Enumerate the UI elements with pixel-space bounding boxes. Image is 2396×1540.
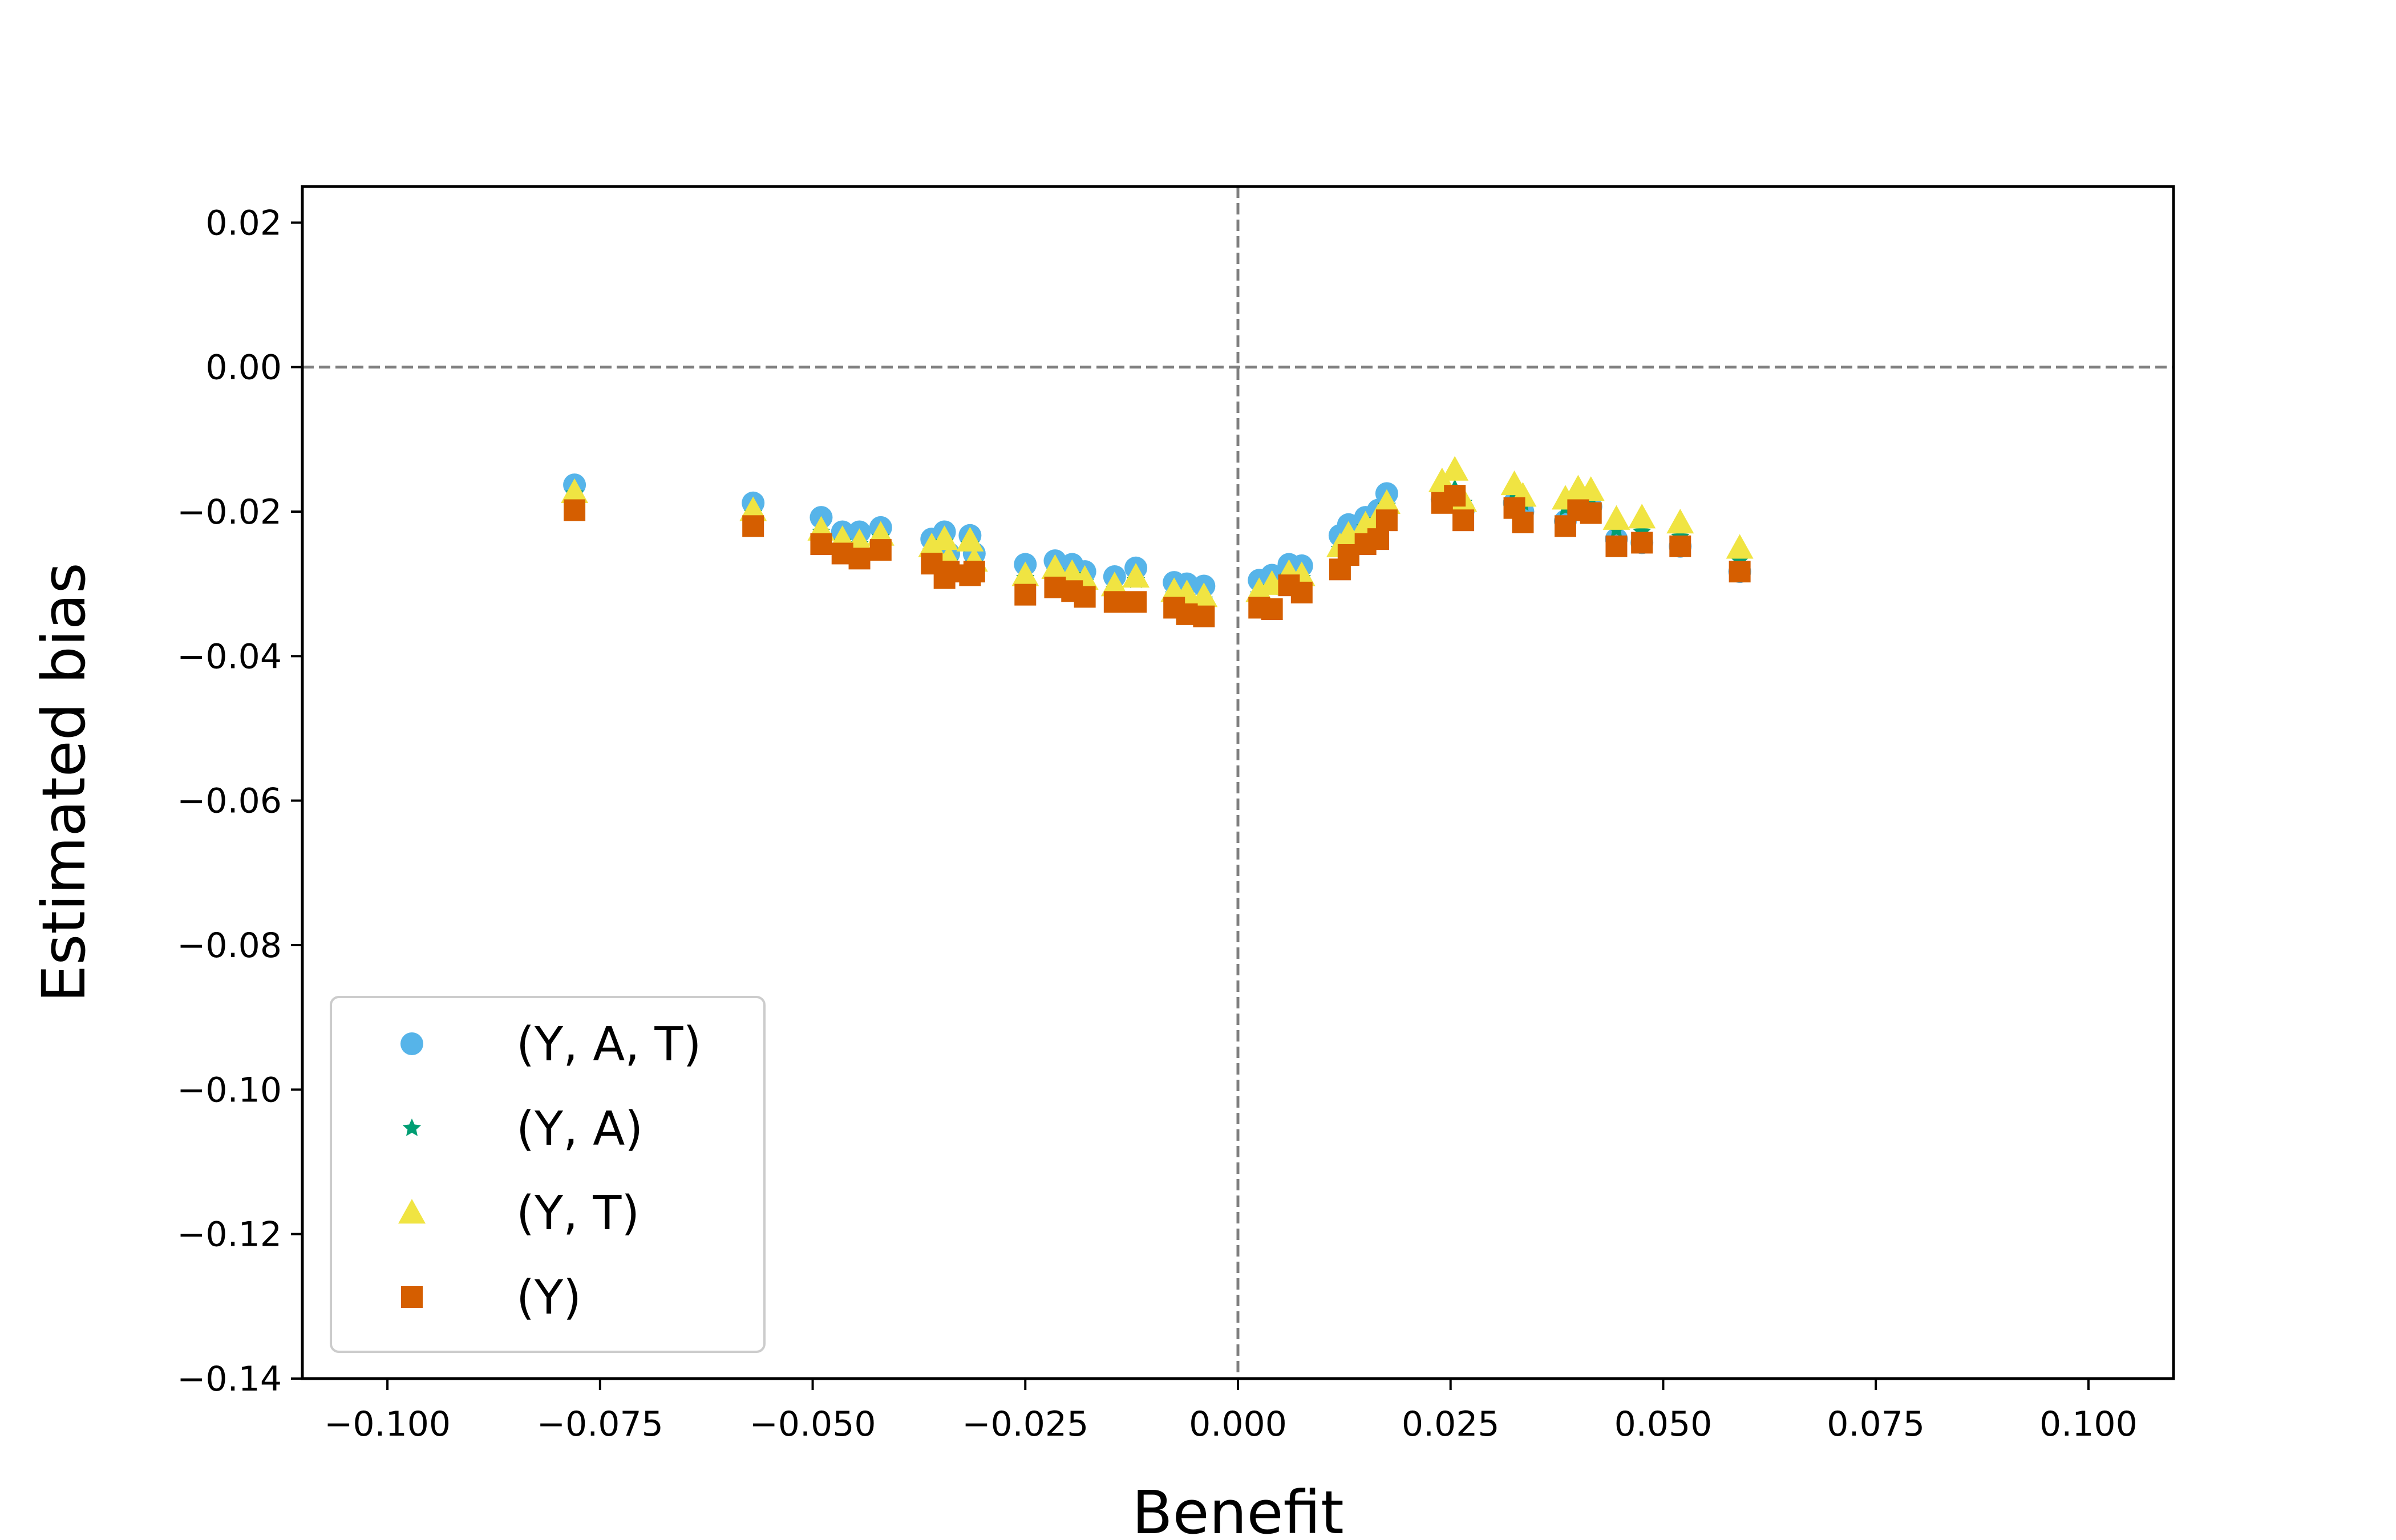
data-point [1602,505,1630,530]
x-tick-label: 0.050 [1614,1404,1713,1444]
data-point [1729,561,1751,583]
data-point [1631,532,1653,554]
x-axis: −0.100 −0.075 −0.050 −0.025 0.000 0.025 0.050 0… [324,1379,2138,1444]
data-point [963,561,985,583]
data-point [1666,509,1694,534]
y-tick-label: −0.10 [177,1070,282,1110]
x-tick-label: −0.050 [750,1404,876,1444]
legend-marker-triangle [398,1199,426,1224]
data-point [930,525,958,550]
data-point [918,532,946,557]
legend-label: (Y, A) [516,1102,643,1156]
x-tick-label: −0.100 [324,1404,451,1444]
data-point [869,539,892,561]
series-square [564,485,1751,627]
x-tick-label: 0.100 [2039,1404,2138,1444]
data-point [1193,605,1215,627]
y-tick-label: −0.14 [177,1359,282,1399]
data-point [1190,582,1218,607]
data-point [848,548,871,570]
legend-marker-circle [400,1032,423,1055]
data-point [1512,512,1534,533]
y-tick-label: 0.00 [205,348,282,388]
data-point [739,496,767,521]
data-point [1452,509,1475,532]
data-point [1261,598,1283,620]
data-point [1444,485,1466,507]
data-point [1245,577,1273,602]
data-point [938,561,960,583]
y-axis: 0.02 0.00 −0.02 −0.04 −0.06 −0.08 −0.10 −0.12 −0… [177,203,302,1399]
data-point [1122,563,1150,588]
data-point [1290,581,1313,603]
data-point [1103,591,1126,613]
data-point [1041,554,1069,579]
y-tick-label: −0.06 [177,781,282,821]
y-tick-label: −0.12 [177,1215,282,1255]
data-point [1580,502,1602,524]
legend-label: (Y, A, T) [516,1018,702,1072]
data-point [1074,586,1096,608]
data-point [810,533,832,555]
y-tick-label: 0.02 [205,203,282,243]
data-point [1605,535,1628,557]
data-points [561,456,1754,627]
x-tick-label: 0.025 [1402,1404,1500,1444]
data-point [1375,509,1398,532]
x-tick-label: −0.025 [962,1404,1088,1444]
x-tick-label: −0.075 [537,1404,663,1444]
x-tick-label: 0.000 [1189,1404,1287,1444]
x-tick-label: 0.075 [1827,1404,1925,1444]
y-axis-title: Estimated bias [29,562,99,1002]
data-point [1373,489,1401,514]
legend: (Y, A, T) (Y, A) (Y, T) (Y) [330,996,766,1353]
data-point [1628,504,1656,529]
data-point [1125,591,1147,613]
data-point [1100,572,1128,597]
legend-marker-star [402,1118,422,1136]
x-axis-title: Benefit [1132,1478,1344,1540]
data-point [1669,535,1691,557]
legend-marker-square [401,1286,423,1308]
data-point [956,526,984,552]
data-point [1726,534,1754,559]
legend-label: (Y, T) [516,1186,640,1241]
legend-box [330,996,766,1353]
data-point [1011,561,1039,586]
data-point [1577,476,1605,501]
data-point [1014,583,1037,606]
y-tick-label: −0.02 [177,492,282,532]
data-point [742,515,764,537]
data-point [1367,528,1389,550]
y-tick-label: −0.04 [177,637,282,676]
reference-lines [302,187,2174,1379]
data-point [1441,456,1469,481]
y-tick-label: −0.08 [177,926,282,966]
data-point [561,478,589,503]
data-point [564,499,586,521]
legend-label: (Y) [516,1271,581,1325]
